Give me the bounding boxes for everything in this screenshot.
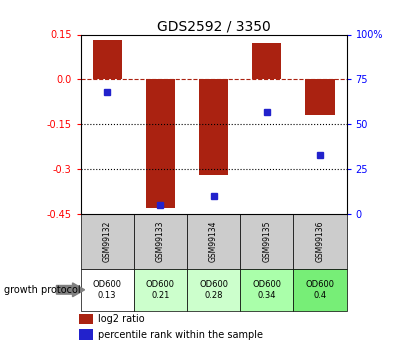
Text: OD600
0.28: OD600 0.28 bbox=[199, 280, 228, 299]
Text: GSM99132: GSM99132 bbox=[103, 221, 112, 262]
Bar bbox=[81, 269, 134, 310]
Bar bbox=[93, 40, 122, 79]
Title: GDS2592 / 3350: GDS2592 / 3350 bbox=[157, 19, 270, 33]
Text: GSM99134: GSM99134 bbox=[209, 221, 218, 262]
Text: log2 ratio: log2 ratio bbox=[98, 314, 145, 324]
Bar bbox=[146, 79, 175, 208]
Text: OD600
0.34: OD600 0.34 bbox=[252, 280, 281, 299]
Text: GSM99136: GSM99136 bbox=[316, 221, 324, 262]
Bar bbox=[305, 79, 334, 115]
Bar bbox=[187, 269, 240, 310]
Bar bbox=[293, 214, 347, 269]
Bar bbox=[293, 269, 347, 310]
Bar bbox=[79, 329, 93, 340]
Bar bbox=[79, 314, 93, 324]
Bar bbox=[240, 214, 293, 269]
Text: OD600
0.13: OD600 0.13 bbox=[93, 280, 122, 299]
Text: percentile rank within the sample: percentile rank within the sample bbox=[98, 330, 264, 340]
Bar bbox=[134, 269, 187, 310]
Text: GSM99133: GSM99133 bbox=[156, 221, 165, 262]
Bar bbox=[252, 43, 281, 79]
Bar bbox=[134, 214, 187, 269]
Text: GSM99135: GSM99135 bbox=[262, 221, 271, 262]
Text: OD600
0.4: OD600 0.4 bbox=[305, 280, 334, 299]
Bar bbox=[81, 214, 134, 269]
Bar bbox=[187, 214, 240, 269]
Text: OD600
0.21: OD600 0.21 bbox=[146, 280, 175, 299]
Bar bbox=[240, 269, 293, 310]
Bar bbox=[199, 79, 228, 175]
Text: growth protocol: growth protocol bbox=[4, 285, 81, 295]
